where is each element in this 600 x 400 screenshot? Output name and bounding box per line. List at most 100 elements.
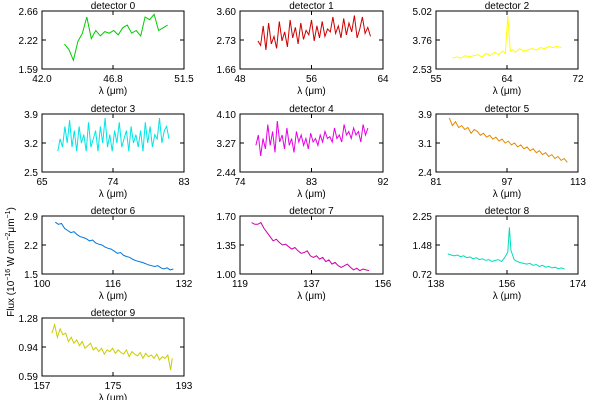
plot-frame xyxy=(41,317,185,377)
panel-detector-6: detector 6 100 116 132 1.5 2.2 2.9 λ (μm) xyxy=(24,206,193,302)
plot-frame xyxy=(435,10,579,70)
x-axis-label: λ (μm) xyxy=(99,393,128,400)
y-tick-label: 1.00 xyxy=(217,270,237,281)
y-tick-label: 3.27 xyxy=(217,139,237,150)
x-tick-label: 74 xyxy=(234,177,246,188)
panel-title: detector 8 xyxy=(485,206,530,217)
x-axis-label: λ (μm) xyxy=(493,86,522,97)
x-tick-label: 46.8 xyxy=(103,74,123,85)
x-axis-label: λ (μm) xyxy=(297,86,326,97)
y-tick-label: 2.53 xyxy=(413,65,433,76)
x-tick-label: 42.0 xyxy=(32,74,52,85)
y-axis-label-exponent: −2 xyxy=(5,232,12,240)
y-axis-label-exponent: −1 xyxy=(5,210,12,218)
panels: detector 0 42.0 46.8 51.5 1.59 2.22 2.66 λ (μm)… xyxy=(19,1,587,400)
panel-detector-5: detector 5 81 97 113 2.4 3.1 3.9 λ (μm) xyxy=(418,104,586,200)
panel-detector-2: detector 2 55 64 72 2.53 3.76 5.02 λ (μm) xyxy=(413,1,584,97)
panel-detector-0: detector 0 42.0 46.8 51.5 1.59 2.22 2.66 λ (μm) xyxy=(19,1,195,97)
plot-frame xyxy=(435,215,579,275)
series-line xyxy=(51,322,173,371)
y-tick-label: 3.9 xyxy=(24,110,38,121)
x-axis-label: λ (μm) xyxy=(493,291,522,302)
plot-frame xyxy=(41,215,185,275)
x-tick-label: 55 xyxy=(430,74,442,85)
x-tick-label: 157 xyxy=(34,381,51,392)
y-tick-label: 3.1 xyxy=(418,139,432,150)
panel-title: detector 7 xyxy=(289,206,334,217)
series-line xyxy=(257,15,371,50)
x-tick-label: 72 xyxy=(572,74,584,85)
x-tick-label: 51.5 xyxy=(174,74,194,85)
y-tick-label: 1.35 xyxy=(217,241,237,252)
y-axis-label-part: ) xyxy=(6,207,17,210)
series-line xyxy=(447,227,565,270)
x-tick-label: 116 xyxy=(105,279,121,290)
x-axis-label: λ (μm) xyxy=(99,86,128,97)
x-tick-label: 156 xyxy=(375,279,392,290)
y-tick-label: 4.10 xyxy=(217,110,237,121)
y-tick-label: 3.76 xyxy=(413,36,433,47)
series-line xyxy=(255,120,369,156)
panel-title: detector 6 xyxy=(91,206,136,217)
x-axis-label: λ (μm) xyxy=(99,291,128,302)
x-tick-label: 83 xyxy=(306,177,318,188)
panel-title: detector 0 xyxy=(91,1,136,12)
plot-frame xyxy=(239,113,384,173)
x-tick-label: 174 xyxy=(570,279,587,290)
y-tick-label: 0.59 xyxy=(19,372,39,383)
y-tick-label: 1.66 xyxy=(217,65,237,76)
series-line xyxy=(57,118,170,152)
panel-detector-1: detector 1 48 56 64 1.66 2.73 3.60 λ (μm) xyxy=(217,1,389,97)
x-tick-label: 64 xyxy=(377,74,389,85)
y-tick-label: 1.48 xyxy=(413,241,433,252)
series-line xyxy=(251,221,370,272)
x-tick-label: 48 xyxy=(234,74,246,85)
panel-title: detector 5 xyxy=(485,104,530,115)
x-tick-label: 137 xyxy=(303,279,320,290)
x-tick-label: 81 xyxy=(430,177,442,188)
y-tick-label: 0.72 xyxy=(413,270,433,281)
x-tick-label: 65 xyxy=(36,177,48,188)
y-axis-label: Flux (10−16 W cm−2μm−1) xyxy=(5,207,17,317)
panel-detector-7: detector 7 119 137 156 1.00 1.35 1.70 λ (μm) xyxy=(217,206,392,302)
series-line xyxy=(452,16,562,59)
x-tick-label: 156 xyxy=(499,279,516,290)
x-axis-label: λ (μm) xyxy=(493,189,522,200)
y-tick-label: 2.4 xyxy=(418,168,432,179)
plot-frame xyxy=(239,215,384,275)
x-tick-label: 74 xyxy=(107,177,119,188)
x-axis-label: λ (μm) xyxy=(297,189,326,200)
y-tick-label: 2.25 xyxy=(413,212,433,223)
x-tick-label: 92 xyxy=(377,177,389,188)
panel-title: detector 4 xyxy=(289,104,334,115)
y-tick-label: 2.44 xyxy=(217,168,237,179)
y-axis-label-part: Flux (10 xyxy=(6,280,17,317)
y-tick-label: 2.9 xyxy=(24,212,38,223)
x-axis-label: λ (μm) xyxy=(297,291,326,302)
panel-detector-8: detector 8 138 156 174 0.72 1.48 2.25 λ (μm) xyxy=(413,206,587,302)
y-tick-label: 2.5 xyxy=(24,168,38,179)
y-tick-label: 1.59 xyxy=(19,65,39,76)
panel-title: detector 9 xyxy=(91,308,136,319)
plot-frame xyxy=(435,113,579,173)
y-tick-label: 2.22 xyxy=(19,36,39,47)
panel-title: detector 1 xyxy=(289,1,334,12)
y-axis-label-part: W cm xyxy=(6,241,17,269)
x-tick-label: 175 xyxy=(105,381,122,392)
panel-title: detector 3 xyxy=(91,104,136,115)
series-line xyxy=(448,117,568,163)
y-tick-label: 1.28 xyxy=(19,314,39,325)
panel-detector-3: detector 3 65 74 83 2.5 3.2 3.9 λ (μm) xyxy=(24,104,190,200)
y-tick-label: 0.94 xyxy=(19,343,39,354)
plot-frame xyxy=(41,10,185,70)
y-tick-label: 5.02 xyxy=(413,7,433,18)
y-tick-label: 2.66 xyxy=(19,7,39,18)
x-tick-label: 193 xyxy=(176,381,193,392)
y-tick-label: 2.73 xyxy=(217,36,237,47)
panel-title: detector 2 xyxy=(485,1,530,12)
y-tick-label: 3.60 xyxy=(217,7,237,18)
y-tick-label: 3.9 xyxy=(418,110,432,121)
panel-detector-9: detector 9 157 175 193 0.59 0.94 1.28 λ (μm) xyxy=(19,308,193,400)
x-tick-label: 132 xyxy=(176,279,193,290)
